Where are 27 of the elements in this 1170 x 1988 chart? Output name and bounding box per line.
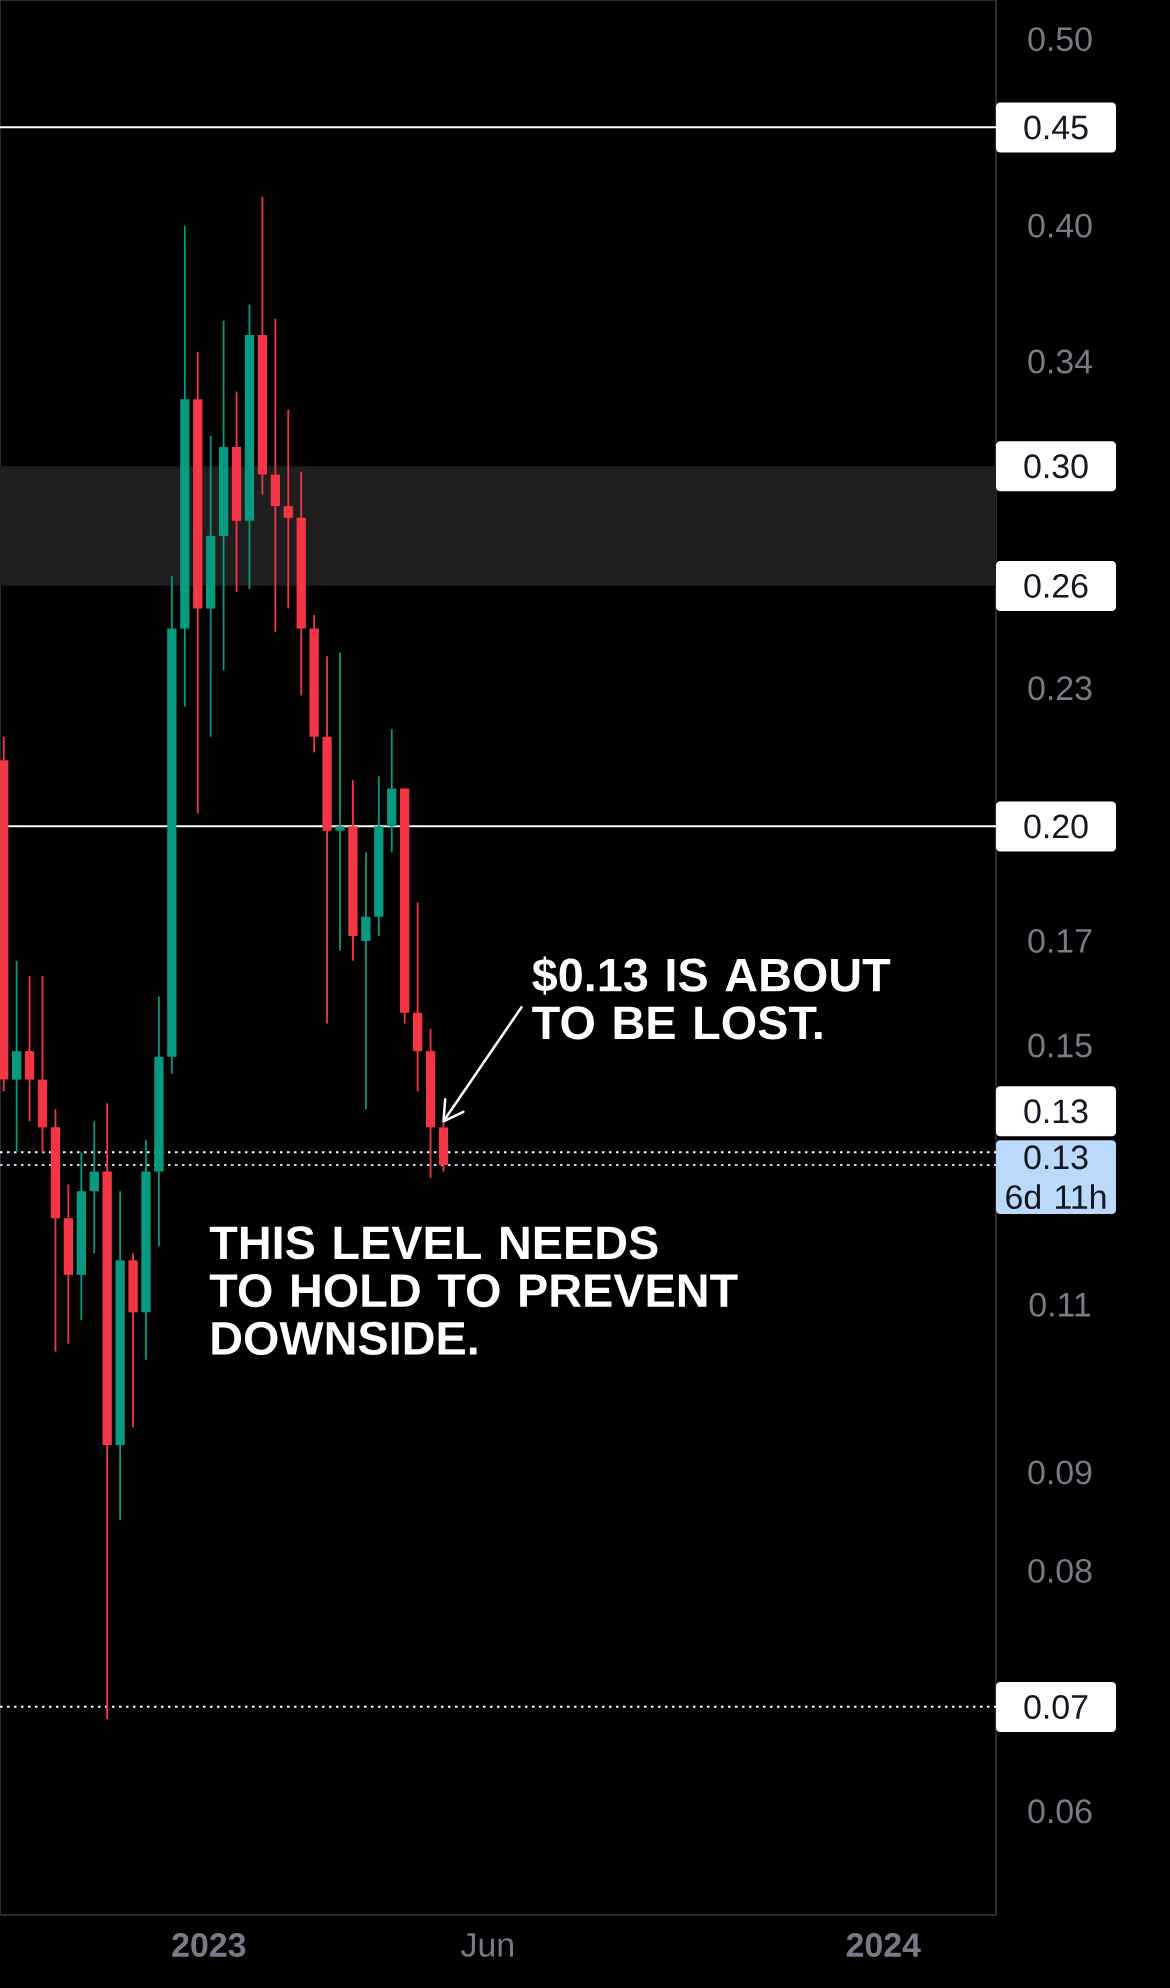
candlestick: [335, 651, 345, 952]
annotation: $0.13 IS ABOUT TO BE LOST.: [532, 956, 891, 1040]
ref-line-label: 0.20: [1024, 814, 1088, 839]
candlestick: [89, 1120, 99, 1255]
y-tick-label: 0.17: [1028, 928, 1092, 953]
y-tick-label: 0.23: [1028, 676, 1092, 701]
candlestick: [361, 851, 371, 1111]
candlestick: [270, 317, 280, 633]
y-tick-label: 0.40: [1028, 213, 1092, 238]
y-tick-label: 0.09: [1028, 1460, 1092, 1485]
annotation: 0.30: [1024, 454, 1088, 479]
annotation: 0.26: [1024, 573, 1088, 598]
annotation: THIS LEVEL NEEDS TO HOLD TO PREVENT DOWNSIDE.: [209, 1226, 738, 1355]
ref-line-label: 0.13 6d 11h: [1006, 1145, 1106, 1210]
ref-line-label: 0.45: [1024, 115, 1088, 140]
y-tick-label: 0.08: [1028, 1558, 1092, 1583]
y-tick-label: 0.06: [1028, 1799, 1092, 1824]
x-tick-label: 2024: [846, 1933, 921, 1958]
candlestick: [283, 408, 293, 610]
ref-line-label: 0.07: [1024, 1694, 1088, 1719]
y-tick-label: 0.11: [1029, 1292, 1091, 1317]
y-tick-label: 0.50: [1028, 27, 1092, 52]
y-tick-label: 0.15: [1028, 1033, 1092, 1058]
y-tick-label: 0.34: [1028, 349, 1092, 374]
ref-line-label: 0.13: [1024, 1099, 1088, 1124]
x-tick-label: Jun: [461, 1933, 513, 1957]
x-tick-label: 2023: [172, 1933, 246, 1958]
